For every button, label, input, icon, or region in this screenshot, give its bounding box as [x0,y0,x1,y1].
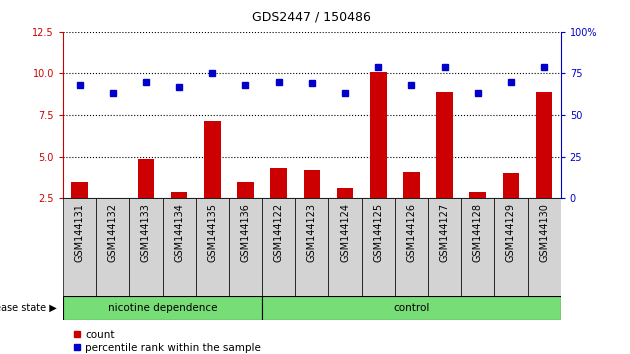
Text: GSM144123: GSM144123 [307,203,317,262]
FancyBboxPatch shape [63,198,96,296]
FancyBboxPatch shape [295,198,328,296]
FancyBboxPatch shape [461,198,495,296]
FancyBboxPatch shape [262,296,561,320]
Bar [436,92,453,198]
Text: GSM144124: GSM144124 [340,203,350,262]
FancyBboxPatch shape [129,198,163,296]
FancyBboxPatch shape [328,198,362,296]
Text: GSM144136: GSM144136 [241,203,251,262]
Text: GSM144127: GSM144127 [440,203,450,262]
Bar [105,198,121,201]
Bar [137,159,154,198]
Text: GSM144122: GSM144122 [273,203,284,262]
Text: GSM144126: GSM144126 [406,203,416,262]
FancyBboxPatch shape [527,198,561,296]
FancyBboxPatch shape [262,198,295,296]
Legend: count, percentile rank within the sample: count, percentile rank within the sample [68,326,265,354]
FancyBboxPatch shape [495,198,527,296]
Text: GSM144125: GSM144125 [373,203,383,262]
Bar [204,121,220,198]
FancyBboxPatch shape [63,296,262,320]
Text: GSM144134: GSM144134 [174,203,184,262]
Bar [237,182,254,198]
FancyBboxPatch shape [196,198,229,296]
Bar [469,192,486,198]
Bar [171,193,188,198]
Text: GSM144129: GSM144129 [506,203,516,262]
FancyBboxPatch shape [229,198,262,296]
Text: GSM144128: GSM144128 [472,203,483,262]
Bar [370,72,386,198]
FancyBboxPatch shape [96,198,129,296]
Bar [403,172,420,198]
Text: GSM144132: GSM144132 [108,203,118,262]
Text: GSM144135: GSM144135 [207,203,217,262]
Bar [536,92,553,198]
Bar [336,188,353,198]
Text: nicotine dependence: nicotine dependence [108,303,217,313]
Text: disease state ▶: disease state ▶ [0,303,57,313]
Text: control: control [393,303,430,313]
Text: GSM144131: GSM144131 [74,203,84,262]
Text: GDS2447 / 150486: GDS2447 / 150486 [253,11,371,24]
FancyBboxPatch shape [428,198,461,296]
Bar [503,173,519,198]
Text: GSM144133: GSM144133 [141,203,151,262]
FancyBboxPatch shape [395,198,428,296]
Bar [270,168,287,198]
Text: GSM144130: GSM144130 [539,203,549,262]
Bar [304,170,320,198]
FancyBboxPatch shape [163,198,196,296]
Bar [71,182,88,198]
FancyBboxPatch shape [362,198,395,296]
